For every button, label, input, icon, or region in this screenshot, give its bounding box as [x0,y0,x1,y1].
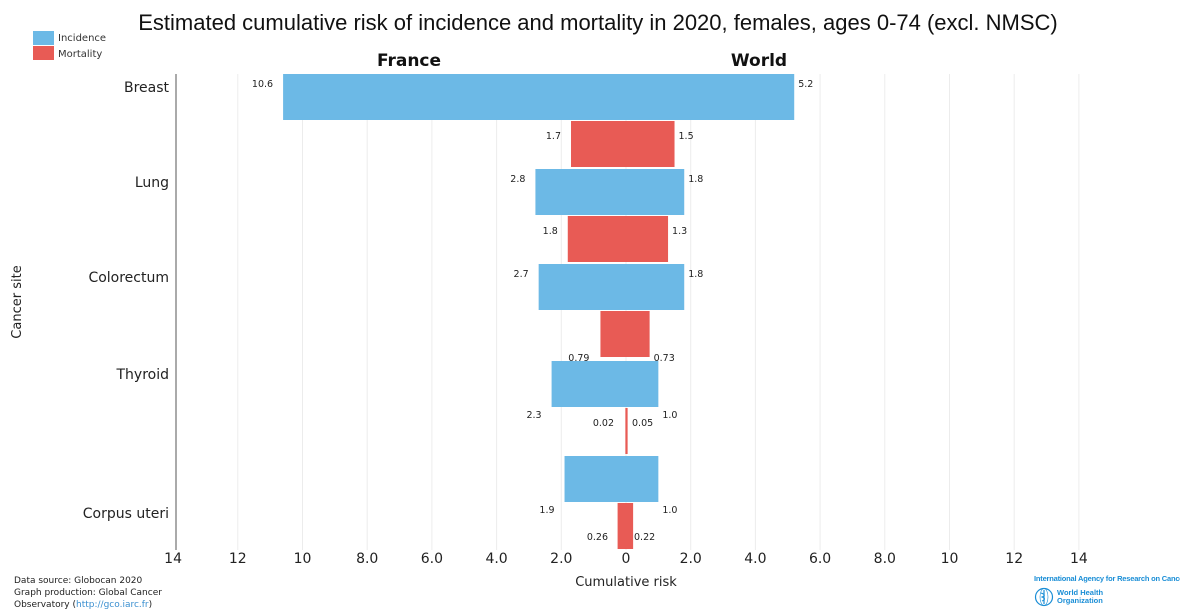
x-tick-label: 4.0 [485,551,507,567]
legend-label-incidence: Incidence [58,33,106,44]
value-label-incidence-world: 1.0 [662,505,677,516]
x-tick-label: 4.0 [744,551,766,567]
x-axis-ticks: 14 12 10 8.0 6.0 4.0 2.0 0 2.0 4.0 6.0 8.0 10 12 14 [164,551,1088,567]
x-tick-label: 10 [941,551,959,567]
bar-mortality [625,408,628,454]
x-tick-label: 0 [622,551,631,567]
logos: International Agency for Research on Can… [1034,574,1180,607]
chart-title: Estimated cumulative risk of incidence a… [138,10,1058,35]
bar-incidence [564,456,659,502]
footer-data-source: Data source: Globocan 2020 [14,576,143,586]
iarc-logo: International Agency for Research on Can… [1034,574,1180,583]
value-label-mortality-france: 0.02 [593,418,614,429]
x-tick-label: 10 [294,551,312,567]
value-label-mortality-world: 1.5 [679,131,694,142]
who-emblem-icon [1034,587,1054,607]
value-label-mortality-world: 0.22 [634,532,655,543]
bar-incidence [538,264,685,310]
x-tick-label: 8.0 [874,551,896,567]
footer-graph-production: Graph production: Global Cancer [14,588,162,598]
category-label: Corpus uteri [83,506,169,522]
value-label-incidence-world: 1.8 [688,174,703,185]
category-label: Colorectum [88,270,169,286]
value-label-incidence-world: 5.2 [798,79,813,90]
value-label-mortality-france: 0.79 [568,353,589,364]
category-label: Lung [135,175,169,191]
footer-observatory: Observatory (http://gco.iarc.fr) [14,600,153,610]
legend-swatch-incidence [33,31,54,45]
value-labels: 10.6 5.2 1.7 1.5 2.8 1.8 1.8 1.3 2.7 1.8 0.79 0.73 2… [252,79,813,543]
x-tick-label: 12 [229,551,247,567]
legend-label-mortality: Mortality [58,49,102,60]
x-tick-label: 6.0 [421,551,443,567]
x-tick-label: 14 [1070,551,1088,567]
value-label-mortality-world: 0.05 [632,418,653,429]
legend-swatch-mortality [33,46,54,60]
value-label-incidence-world: 1.8 [688,269,703,280]
value-label-mortality-world: 1.3 [672,226,687,237]
value-label-incidence-france: 10.6 [252,79,273,90]
gridlines [237,74,1080,550]
bar-mortality [567,216,669,262]
value-label-incidence-france: 1.9 [539,505,554,516]
x-tick-label: 2.0 [680,551,702,567]
x-tick-label: 14 [164,551,182,567]
y-axis-title: Cancer site [10,265,25,338]
value-label-mortality-world: 0.73 [654,353,675,364]
value-label-incidence-france: 2.7 [514,269,529,280]
bar-mortality [600,311,650,357]
bar-incidence [551,361,659,407]
value-label-mortality-france: 1.7 [546,131,561,142]
category-label: Breast [124,80,170,96]
category-label: Thyroid [116,367,170,383]
category-labels: Breast Lung Colorectum Thyroid Corpus uteri [83,80,170,522]
value-label-incidence-france: 2.8 [510,174,525,185]
bar-incidence [283,74,795,120]
value-label-mortality-france: 1.8 [543,226,558,237]
bars [283,74,795,549]
value-label-incidence-france: 2.3 [526,410,541,421]
who-logo: World Health Organization [1034,587,1180,607]
x-tick-label: 12 [1005,551,1023,567]
value-label-mortality-france: 0.26 [587,532,608,543]
panel-label-france: France [377,51,441,71]
x-tick-label: 2.0 [550,551,572,567]
footer: Data source: Globocan 2020 Graph product… [14,575,162,611]
gco-link[interactable]: http://gco.iarc.fr [76,600,149,610]
value-label-incidence-world: 1.0 [662,410,677,421]
x-tick-label: 6.0 [809,551,831,567]
panel-label-world: World [731,51,787,71]
bar-incidence [535,169,685,215]
x-axis-title: Cumulative risk [575,575,677,590]
bar-mortality [617,503,634,549]
x-tick-label: 8.0 [356,551,378,567]
bar-mortality [571,121,675,167]
